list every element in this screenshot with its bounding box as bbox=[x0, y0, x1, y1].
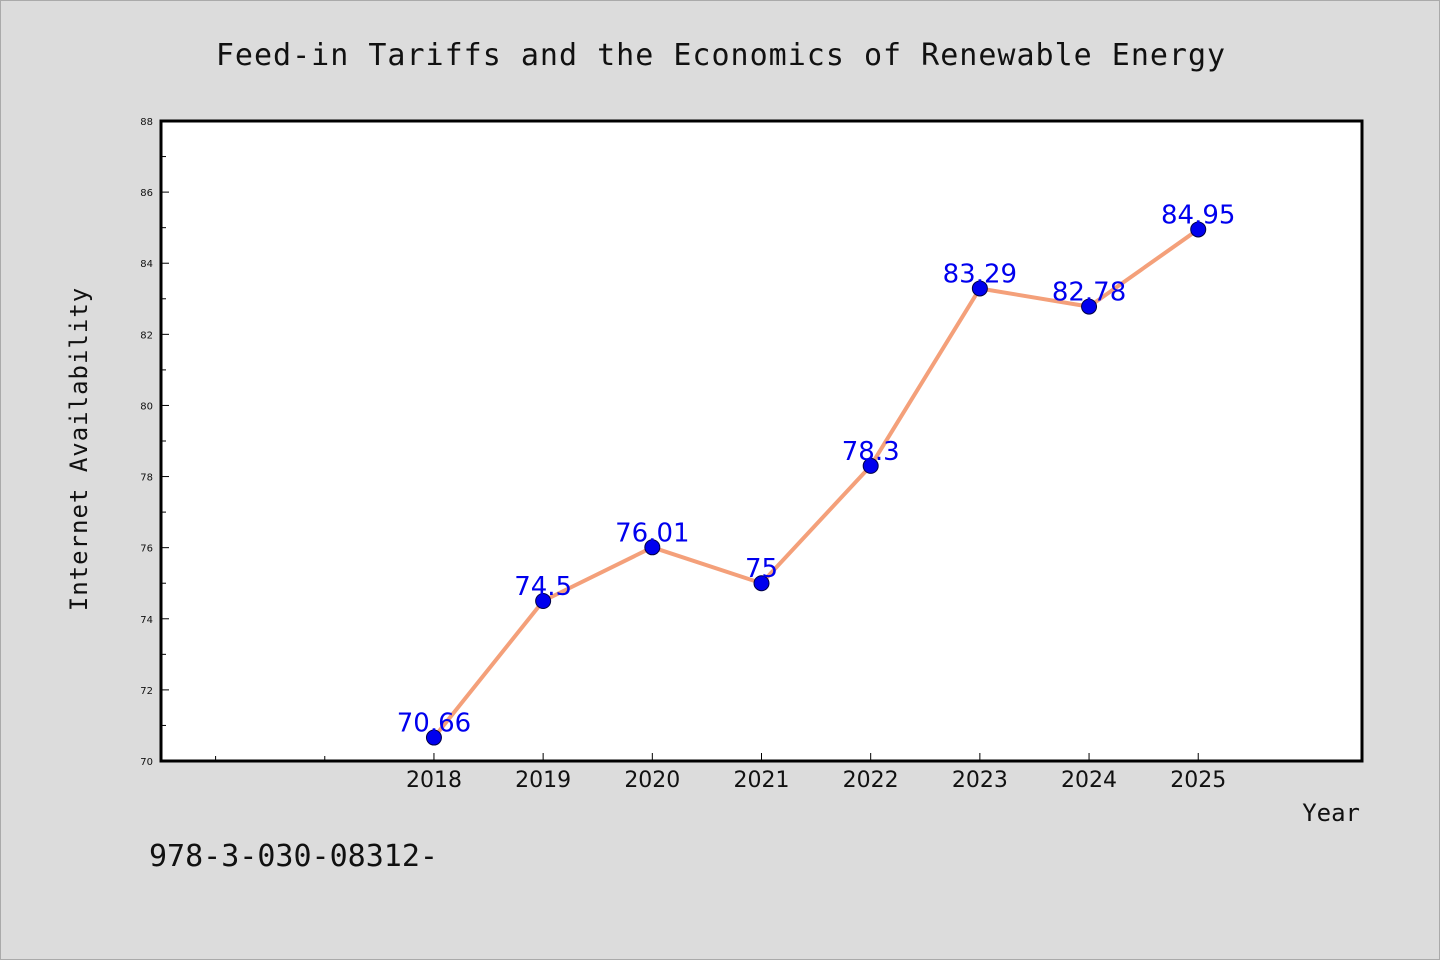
x-axis-label: Year bbox=[1302, 799, 1360, 827]
x-tick-label: 2024 bbox=[1061, 768, 1117, 793]
plot-area bbox=[161, 121, 1362, 761]
data-point bbox=[1081, 298, 1098, 315]
data-label: 78.3 bbox=[842, 437, 900, 467]
data-point bbox=[425, 729, 442, 746]
data-markers bbox=[425, 221, 1207, 746]
y-axis-label: Internet Availability bbox=[65, 287, 93, 611]
data-label: 83.29 bbox=[943, 259, 1017, 289]
y-tick-label: 78 bbox=[140, 473, 153, 484]
data-point bbox=[535, 593, 552, 609]
data-label: 70.66 bbox=[397, 709, 471, 739]
data-label: 76.01 bbox=[615, 518, 689, 548]
data-label: 74.5 bbox=[514, 572, 572, 602]
data-label: 75 bbox=[745, 554, 778, 584]
x-tick-label: 2019 bbox=[515, 768, 571, 793]
y-tick-label: 80 bbox=[140, 401, 153, 412]
y-tick-label: 70 bbox=[140, 757, 153, 768]
y-tick-label: 84 bbox=[140, 259, 153, 270]
x-tick-label: 2018 bbox=[406, 768, 462, 793]
y-tick-label: 82 bbox=[140, 330, 153, 341]
data-label: 82.78 bbox=[1052, 278, 1126, 308]
plot-frame bbox=[159, 119, 1364, 763]
x-tick-label: 2021 bbox=[734, 768, 790, 793]
x-axis-ticks: 2018 2019 2020 2021 2022 2023 2024 2025 bbox=[406, 753, 1226, 793]
data-label: 84.95 bbox=[1161, 200, 1235, 230]
y-tick-label: 86 bbox=[140, 188, 153, 199]
data-point bbox=[753, 575, 770, 592]
chart-title: Feed-in Tariffs and the Economics of Ren… bbox=[216, 38, 1226, 73]
x-tick-label: 2023 bbox=[952, 768, 1008, 793]
footer-code: 978-3-030-08312- bbox=[149, 839, 438, 874]
data-labels: 70.66 74.5 76.01 75 78.3 83.29 82.78 84.95 bbox=[397, 200, 1236, 738]
series-line bbox=[432, 227, 1200, 739]
data-point bbox=[1190, 221, 1207, 238]
data-point bbox=[644, 539, 661, 556]
x-tick-label: 2022 bbox=[843, 768, 899, 793]
x-tick-label: 2025 bbox=[1170, 768, 1226, 793]
data-point bbox=[971, 280, 988, 297]
y-tick-label: 72 bbox=[140, 686, 153, 697]
data-point bbox=[862, 457, 879, 474]
x-tick-label: 2020 bbox=[624, 768, 680, 793]
y-tick-label: 76 bbox=[140, 544, 153, 555]
y-tick-label: 74 bbox=[140, 615, 153, 626]
y-tick-label: 88 bbox=[140, 117, 153, 128]
